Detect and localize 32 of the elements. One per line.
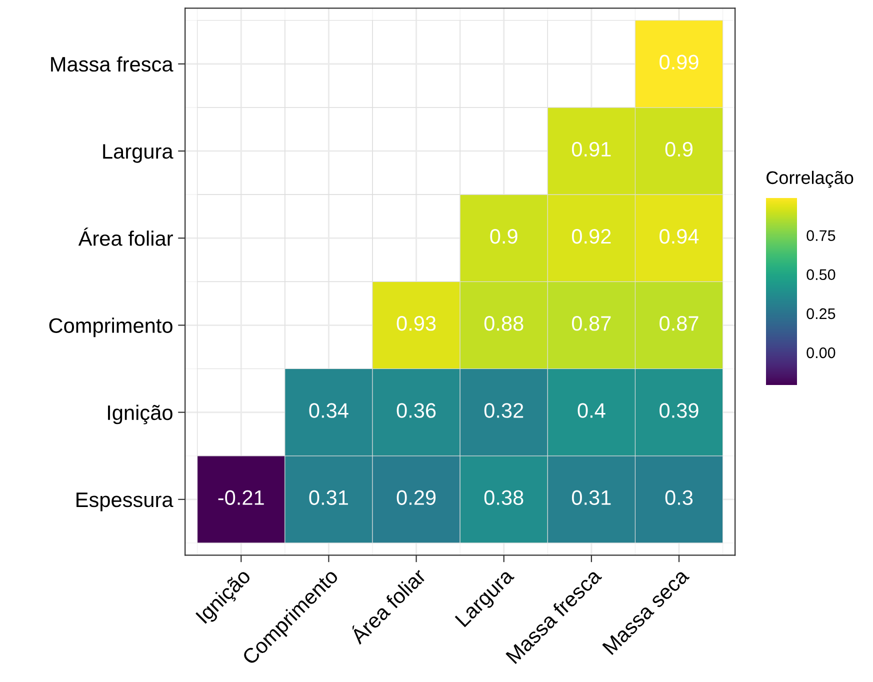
color-bar-label: 0.50 xyxy=(806,269,836,280)
data-label: 0.9 xyxy=(490,228,518,244)
color-bar-title: Correlação xyxy=(766,170,854,188)
data-label: 0.39 xyxy=(660,403,698,418)
data-label: 0.99 xyxy=(660,54,698,70)
data-label: 0.32 xyxy=(484,403,524,418)
color-bar-label: 0.25 xyxy=(806,308,836,320)
data-label: 0.94 xyxy=(660,228,699,244)
data-label: 0.29 xyxy=(396,490,436,505)
color-bar-label: 0.00 xyxy=(806,347,836,358)
data-label: 0.88 xyxy=(484,316,524,331)
data-label: 0.9 xyxy=(665,142,693,157)
data-label: 0.93 xyxy=(396,316,436,331)
data-label: 0.31 xyxy=(309,490,348,505)
data-label: 0.36 xyxy=(396,403,436,418)
data-label: 0.91 xyxy=(572,142,611,157)
data-label: 0.3 xyxy=(665,490,693,505)
data-label: 0.38 xyxy=(484,490,524,505)
data-label: 0.87 xyxy=(660,316,698,331)
y-tick-label: Área foliar xyxy=(78,228,173,246)
color-bar-label: 0.75 xyxy=(806,230,836,241)
data-label: 0.4 xyxy=(578,403,606,418)
data-label: 0.31 xyxy=(572,490,611,505)
data-label: 0.34 xyxy=(309,403,348,418)
y-tick-label: Ignição xyxy=(108,404,172,424)
y-tick-label: Massa fresca xyxy=(51,56,174,72)
data-label: 0.87 xyxy=(572,316,611,331)
y-tick-label: Espessura xyxy=(76,492,174,512)
y-tick-label: Largura xyxy=(103,144,174,163)
y-tick-label: Comprimento xyxy=(49,318,172,338)
data-label: -0.21 xyxy=(218,490,264,505)
data-label: 0.92 xyxy=(572,228,611,244)
